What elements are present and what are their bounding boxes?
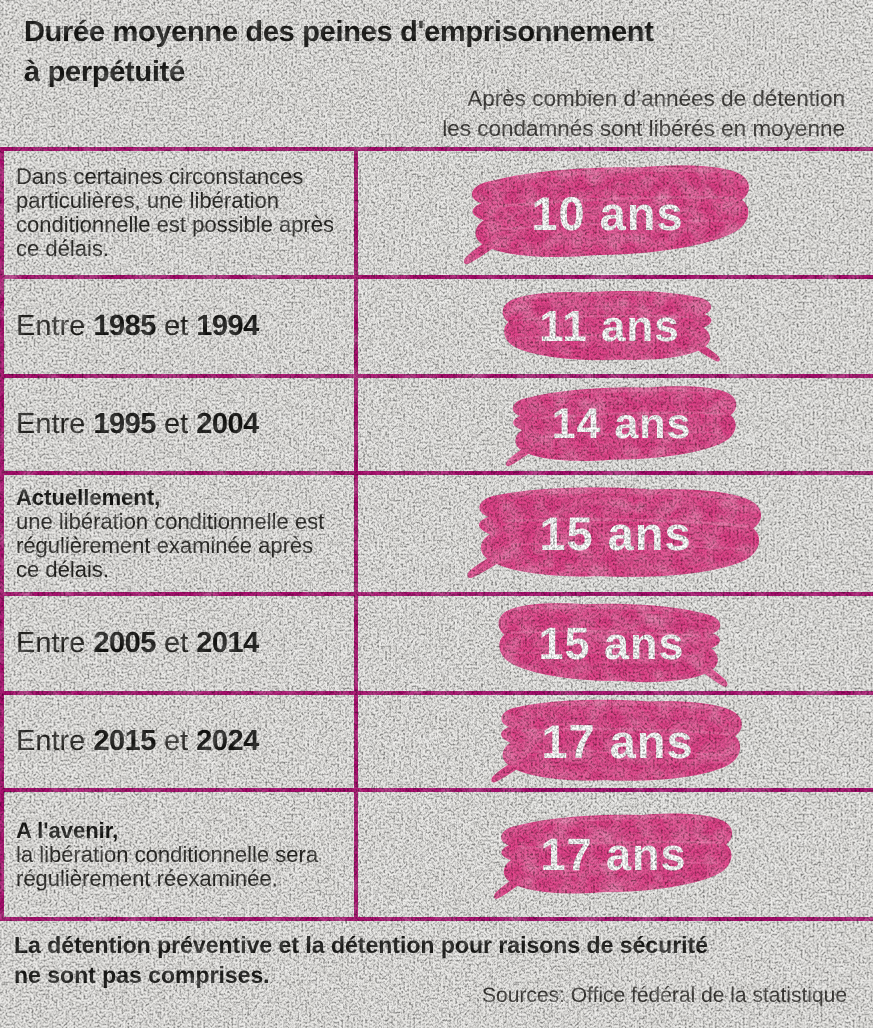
value-label: 17 ans xyxy=(541,715,694,768)
period-prefix: Entre xyxy=(16,408,94,440)
row-label-text: Entre 1985 et 1994 xyxy=(16,310,340,343)
row-label-cell: Entre 2015 et 2024 xyxy=(4,695,354,788)
paint-brush-stroke: 17 ans xyxy=(491,809,737,901)
row-value-cell: 15 ans xyxy=(354,596,873,691)
footnote-line2: ne sont pas comprises. xyxy=(14,962,270,988)
period-prefix: Entre xyxy=(16,627,94,659)
row-label-cell: Actuellement, une libération conditionnel… xyxy=(4,475,354,592)
row-label-cell: Entre 1995 et 2004 xyxy=(4,378,354,471)
row-label-cell: Entre 2005 et 2014 xyxy=(4,596,354,691)
period-prefix: Entre xyxy=(16,310,94,342)
subtitle: Après combien d’années de détention les c… xyxy=(442,84,845,144)
row-value-cell: 17 ans xyxy=(354,695,873,788)
period-year-start: 1985 xyxy=(93,310,156,342)
period-prefix: Entre xyxy=(16,725,94,757)
row-label-cell: Entre 1985 et 1994 xyxy=(4,279,354,374)
row-label-text: Entre 2005 et 2014 xyxy=(16,627,340,660)
row-label-body: une libération conditionnelle est réguli… xyxy=(16,508,325,582)
period-year-start: 2015 xyxy=(93,725,156,757)
value-label: 15 ans xyxy=(539,507,692,560)
row-label-text: A l'avenir, la libération conditionnelle … xyxy=(16,817,340,891)
period-year-start: 2005 xyxy=(93,627,156,659)
column-divider-line xyxy=(354,151,358,921)
table-row: Entre 1995 et 2004 14 ans xyxy=(4,378,873,475)
page-title: Durée moyenne des peines d'emprisonnemen… xyxy=(24,12,654,92)
period-connector: et xyxy=(155,725,197,757)
row-label-text: Entre 2015 et 2024 xyxy=(16,725,340,758)
row-value-cell: 10 ans xyxy=(354,151,873,275)
period-connector: et xyxy=(155,408,197,440)
subtitle-line2: les condamnés sont libérés en moyenne xyxy=(442,116,845,141)
title-line1: Durée moyenne des peines d'emprisonnemen… xyxy=(24,16,654,48)
data-table: Dans certaines circonstances particulièr… xyxy=(0,147,873,921)
row-value-cell: 14 ans xyxy=(354,378,873,471)
period-connector: et xyxy=(155,310,197,342)
table-row: Actuellement, une libération conditionnel… xyxy=(4,475,873,596)
row-value-cell: 11 ans xyxy=(354,279,873,374)
value-label: 17 ans xyxy=(540,828,687,880)
row-label-cell: A l'avenir, la libération conditionnelle … xyxy=(4,792,354,917)
table-row: Entre 1985 et 1994 11 ans xyxy=(4,279,873,378)
row-label-text: Entre 1995 et 2004 xyxy=(16,408,340,441)
paint-brush-stroke: 11 ans xyxy=(499,286,721,368)
row-label-cell: Dans certaines circonstances particulièr… xyxy=(4,151,354,275)
period-connector: et xyxy=(155,627,197,659)
table-row: A l'avenir, la libération conditionnelle … xyxy=(4,792,873,921)
subtitle-line1: Après combien d’années de détention xyxy=(467,86,845,111)
footnote: La détention préventive et la détention … xyxy=(14,930,708,990)
paint-brush-stroke: 14 ans xyxy=(503,382,741,468)
source-attribution: Sources: Office fédéral de la statistiqu… xyxy=(482,984,847,1007)
value-label: 14 ans xyxy=(551,400,692,448)
row-label-lead: A l'avenir, xyxy=(16,817,119,843)
row-label-lead: Actuellement, xyxy=(16,484,161,510)
title-line2: à perpétuité xyxy=(24,56,185,88)
paint-brush-stroke: 17 ans xyxy=(490,694,746,790)
row-value-cell: 15 ans xyxy=(354,475,873,592)
paint-brush-stroke: 10 ans xyxy=(460,161,755,265)
period-year-end: 2004 xyxy=(196,408,259,440)
table-row: Entre 2015 et 2024 17 ans xyxy=(4,695,873,792)
row-label-text: Actuellement, une libération conditionnel… xyxy=(16,484,340,582)
period-year-start: 1995 xyxy=(93,408,156,440)
value-label: 11 ans xyxy=(539,301,680,351)
row-label-body: la libération conditionnelle sera réguli… xyxy=(16,841,319,891)
period-year-end: 2024 xyxy=(196,725,259,757)
paint-brush-stroke: 15 ans xyxy=(466,481,766,587)
paint-brush-stroke: 15 ans xyxy=(494,598,730,690)
row-value-cell: 17 ans xyxy=(354,792,873,917)
footnote-line1: La détention préventive et la détention … xyxy=(14,932,708,958)
row-label-text: Dans certaines circonstances particulièr… xyxy=(16,164,334,261)
period-year-end: 1994 xyxy=(196,310,259,342)
table-row: Dans certaines circonstances particulièr… xyxy=(4,151,873,279)
period-year-end: 2014 xyxy=(196,627,259,659)
value-label: 15 ans xyxy=(538,617,685,669)
value-label: 10 ans xyxy=(531,186,684,240)
table-row: Entre 2005 et 2014 15 ans xyxy=(4,596,873,695)
